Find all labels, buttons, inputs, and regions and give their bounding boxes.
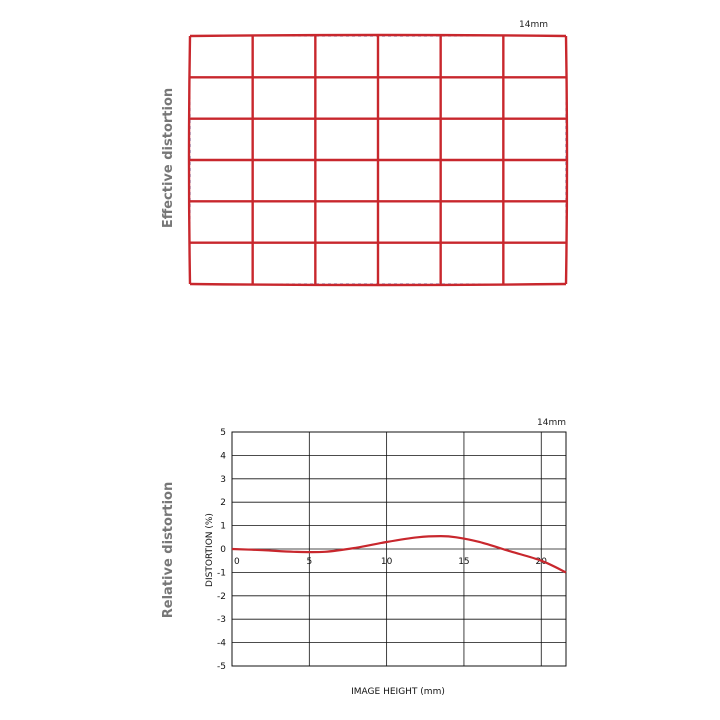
distorted-grid (187, 33, 569, 287)
y-tick-label: -1 (217, 568, 226, 578)
distortion-curve-group (231, 535, 567, 574)
effective-distortion-panel: Effective distortion 14mm (0, 0, 720, 330)
x-tick-label: 0 (234, 557, 240, 567)
relative-distortion-panel: Relative distortion 14mm DISTORTION (%) … (0, 330, 720, 720)
x-axis-title: IMAGE HEIGHT (mm) (351, 687, 445, 697)
y-tick-label: 4 (220, 451, 226, 461)
effective-distortion-chart: Effective distortion 14mm (161, 20, 569, 287)
y-tick-label: -3 (217, 615, 226, 625)
x-tick-label: 20 (536, 557, 548, 567)
y-tick-label: 3 (220, 475, 226, 485)
x-tick-label: 5 (306, 557, 312, 567)
relative-distortion-chart: Relative distortion 14mm DISTORTION (%) … (161, 418, 567, 697)
y-axis-title: DISTORTION (%) (205, 513, 215, 587)
x-tick-label: 15 (458, 557, 469, 567)
y-tick-label: -4 (217, 639, 226, 649)
y-tick-label: 5 (220, 428, 226, 438)
distorted-grid-hline (189, 282, 567, 287)
y-tick-label: 2 (220, 498, 226, 508)
distorted-grid-hline (189, 33, 567, 38)
relative-focal-length-label: 14mm (537, 418, 566, 428)
x-tick-label: 10 (381, 557, 393, 567)
y-tick-label: 0 (220, 545, 226, 555)
x-tick-labels: 0 5 10 15 20 (234, 557, 547, 567)
plot-gridlines (231, 431, 567, 667)
effective-focal-length-label: 14mm (519, 20, 548, 30)
distorted-grid-vline (187, 35, 192, 285)
effective-distortion-label: Effective distortion (161, 88, 176, 228)
y-tick-label: -5 (217, 662, 226, 672)
y-tick-labels: 5 4 3 2 1 0 -1 -2 -3 -4 -5 (217, 428, 226, 672)
relative-distortion-label: Relative distortion (161, 482, 176, 618)
y-tick-label: -2 (217, 592, 226, 602)
distortion-curve (231, 535, 567, 574)
y-tick-label: 1 (220, 522, 226, 532)
distorted-grid-vline (564, 35, 569, 285)
